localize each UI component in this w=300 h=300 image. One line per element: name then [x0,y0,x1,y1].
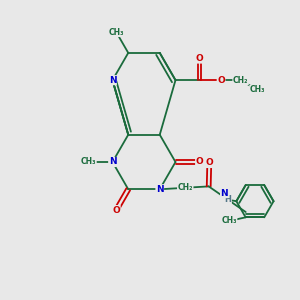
Text: CH₃: CH₃ [221,216,237,225]
Text: N: N [156,185,164,194]
Text: CH₂: CH₂ [233,76,248,85]
Text: O: O [196,54,203,63]
Text: CH₃: CH₃ [81,158,96,166]
Text: N: N [220,189,228,198]
Text: N: N [109,76,116,85]
Text: O: O [206,158,213,167]
Text: H: H [224,195,231,204]
Text: O: O [196,158,203,166]
Text: CH₃: CH₃ [109,28,124,37]
Text: O: O [112,206,120,214]
Text: CH₂: CH₂ [178,183,193,192]
Text: CH₃: CH₃ [250,85,265,94]
Text: O: O [217,76,225,85]
Text: N: N [109,158,116,166]
